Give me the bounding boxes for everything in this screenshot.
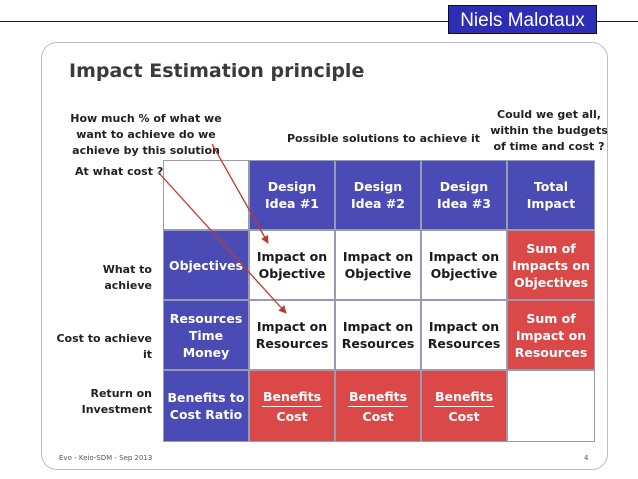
arrow-to-impact-objective xyxy=(211,143,269,244)
arrow-to-impact-resources xyxy=(157,171,287,314)
header-design-idea-3: Design Idea #3 xyxy=(422,161,506,229)
impact-resources-idea-2: Impact on Resources xyxy=(336,301,420,369)
table-corner-cell xyxy=(164,161,248,229)
sum-impact-resources: Sum of Impact on Resources xyxy=(508,301,594,369)
top-rule xyxy=(0,21,638,22)
author-badge: Niels Malotaux xyxy=(448,5,597,34)
row-label-what: What to achieve xyxy=(102,263,152,292)
at-what-cost-note: At what cost ? xyxy=(75,165,164,178)
impact-table: Design Idea #1 Design Idea #2 Design Ide… xyxy=(163,160,595,442)
impact-resources-idea-3: Impact on Resources xyxy=(422,301,506,369)
ratio-numerator: Benefits xyxy=(347,388,409,407)
footer-text: Evo - Keio-SDM - Sep 2013 xyxy=(59,454,153,462)
ratio-denominator: Cost xyxy=(362,408,394,424)
header-total-impact: Total Impact xyxy=(508,161,594,229)
slide-frame xyxy=(41,42,608,470)
slide-title: Impact Estimation principle xyxy=(69,60,365,82)
empty-total-cell xyxy=(508,371,594,441)
page-number: 4 xyxy=(584,454,589,462)
budget-question-note: Could we get all, within the budgets of … xyxy=(490,108,608,153)
benefit-cost-ratio-idea-1: Benefits Cost xyxy=(250,371,334,441)
impact-objective-idea-2: Impact on Objective xyxy=(336,231,420,299)
header-design-idea-1: Design Idea #1 xyxy=(250,161,334,229)
header-design-idea-2: Design Idea #2 xyxy=(336,161,420,229)
row-resources-label: Resources Time Money xyxy=(164,301,248,369)
row-label-cost: Cost to achieve it xyxy=(56,332,152,361)
ratio-numerator: Benefits xyxy=(261,388,323,407)
row-benefit-cost-label: Benefits to Cost Ratio xyxy=(164,371,248,441)
row-objectives-label: Objectives xyxy=(164,231,248,299)
sum-impacts-objectives: Sum of Impacts on Objectives xyxy=(508,231,594,299)
benefit-cost-ratio-idea-3: Benefits Cost xyxy=(422,371,506,441)
possible-solutions-note: Possible solutions to achieve it xyxy=(287,132,481,145)
ratio-denominator: Cost xyxy=(448,408,480,424)
ratio-numerator: Benefits xyxy=(433,388,495,407)
ratio-denominator: Cost xyxy=(276,408,308,424)
impact-objective-idea-3: Impact on Objective xyxy=(422,231,506,299)
benefit-cost-ratio-idea-2: Benefits Cost xyxy=(336,371,420,441)
row-label-roi: Return on Investment xyxy=(81,387,152,416)
impact-resources-idea-1: Impact on Resources xyxy=(250,301,334,369)
how-much-note: How much % of what we want to achieve do… xyxy=(70,112,222,157)
